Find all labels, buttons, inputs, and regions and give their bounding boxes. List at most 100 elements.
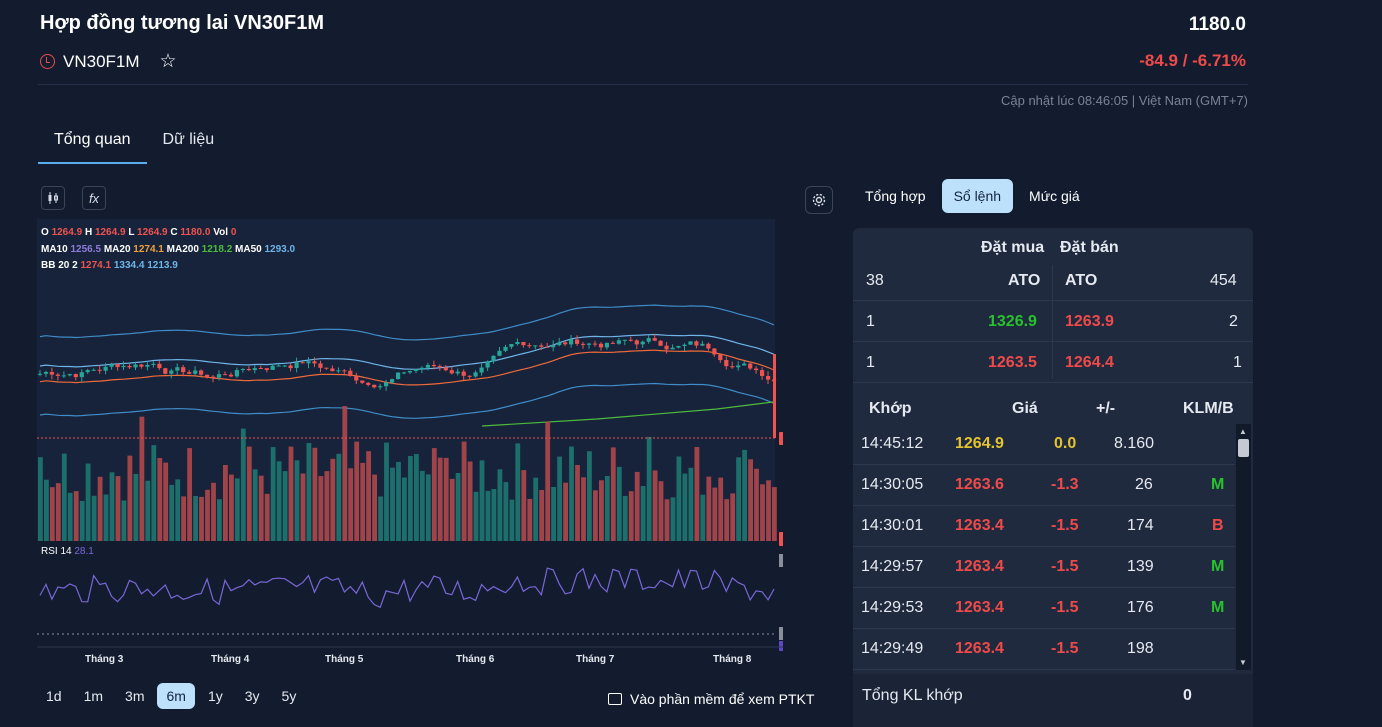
candle-body <box>622 339 627 341</box>
candle-body <box>276 365 281 367</box>
trade-time: 14:29:53 <box>861 599 924 616</box>
buy-price: 1326.9 <box>988 313 1037 330</box>
volume-bar <box>479 460 485 541</box>
legend-value: 1334.4 <box>114 260 147 271</box>
volume-bar <box>664 499 670 541</box>
volume-bar <box>103 494 109 541</box>
candle-body <box>497 350 502 356</box>
volume-bar <box>127 455 133 541</box>
chart-legend-line: O 1264.9 H 1264.9 L 1264.9 C 1180.0 Vol … <box>41 227 237 238</box>
volume-bar <box>449 478 455 541</box>
open-ptkt-link[interactable]: Vào phần mềm để xem PTKT <box>608 691 814 707</box>
candle-body <box>199 370 204 375</box>
volume-bar <box>575 465 580 541</box>
external-screen-icon <box>608 693 622 705</box>
trade-volume: 198 <box>1127 640 1154 657</box>
chart-legend-line: MA10 1256.5 MA20 1274.1 MA200 1218.2 MA5… <box>41 244 296 255</box>
x-tick-label: Tháng 4 <box>211 654 250 665</box>
price-chart[interactable]: 1400.001360.001320.001280.001240.001200.… <box>37 219 831 652</box>
tab-order-book[interactable]: Sổ lệnh <box>941 179 1014 213</box>
volume-bar <box>73 491 79 541</box>
star-icon[interactable]: ☆ <box>159 51 177 72</box>
trade-time: 14:29:49 <box>861 640 924 657</box>
candle-body <box>163 368 168 374</box>
range-1y[interactable]: 1y <box>207 688 223 704</box>
candle-body <box>551 345 556 348</box>
price-change: -84.9 / -6.71% <box>1139 51 1246 70</box>
book-divider <box>1052 265 1053 379</box>
scroll-up-icon[interactable]: ▲ <box>1239 427 1247 436</box>
candle-body <box>169 370 174 374</box>
candle-body <box>109 364 114 367</box>
range-1m[interactable]: 1m <box>83 688 104 704</box>
volume-bar <box>628 491 634 541</box>
candle-body <box>449 370 454 374</box>
candle-body <box>97 369 102 371</box>
candle-body <box>181 367 186 373</box>
volume-bar <box>49 487 55 541</box>
sell-price: 1264.4 <box>1065 354 1114 371</box>
scroll-down-icon[interactable]: ▼ <box>1239 658 1247 667</box>
trade-change: -1.5 <box>1051 558 1079 575</box>
volume-bar <box>402 477 407 541</box>
tab-summary[interactable]: Tổng hợp <box>865 188 926 204</box>
legend-key: C <box>170 227 180 238</box>
volume-bar <box>360 462 366 541</box>
volume-bar <box>366 451 371 541</box>
indicator-fx-button[interactable]: fx <box>82 186 106 210</box>
candle-body <box>264 368 269 370</box>
volume-bar <box>563 482 568 541</box>
range-selector: 1d 1m 3m 6m 1y 3y 5y <box>37 683 305 709</box>
volume-bar <box>121 500 127 541</box>
candle-body <box>79 372 84 378</box>
candle-body <box>228 374 234 377</box>
candle-body <box>646 338 651 342</box>
ma50-line <box>39 333 775 370</box>
volume-bar <box>467 461 473 541</box>
scroll-thumb[interactable] <box>1238 439 1249 457</box>
trade-price: 1263.4 <box>955 517 1004 534</box>
gear-icon[interactable] <box>805 186 833 214</box>
trade-row: 14:45:12 1264.9 0.0 8.160 <box>853 424 1235 465</box>
candle-body <box>187 372 192 374</box>
total-volume-row: Tổng KL khớp 0 <box>853 674 1253 727</box>
candle-body <box>49 372 54 375</box>
trade-time: 14:29:57 <box>861 558 924 575</box>
ma20-line <box>39 349 775 386</box>
volume-bar <box>276 461 282 541</box>
volume-bar <box>205 489 210 541</box>
trade-change: -1.3 <box>1051 476 1079 493</box>
candle-body <box>688 341 693 345</box>
candle-body <box>479 367 484 373</box>
range-6m[interactable]: 6m <box>157 683 195 709</box>
legend-value: 1180.0 <box>180 227 213 238</box>
tab-overview[interactable]: Tổng quan <box>38 120 147 164</box>
volume-bar <box>706 476 712 541</box>
volume-bar <box>61 453 67 541</box>
range-1d[interactable]: 1d <box>46 688 62 704</box>
range-5y[interactable]: 5y <box>281 688 297 704</box>
candle-body <box>628 339 633 341</box>
trade-row: 14:29:57 1263.4 -1.5 139 M <box>853 547 1235 588</box>
row-divider <box>853 300 1253 301</box>
range-3m[interactable]: 3m <box>125 688 145 704</box>
volume-bar <box>700 494 706 541</box>
range-3y[interactable]: 3y <box>244 688 260 704</box>
volume-bar <box>354 441 360 541</box>
buy-header: Đặt mua <box>981 239 1045 256</box>
volume-bar <box>646 436 652 541</box>
candle-body <box>222 374 228 376</box>
legend-value: 1218.2 <box>202 244 235 255</box>
volume-bar <box>264 493 270 541</box>
bollinger-upper-line <box>39 304 775 341</box>
tab-price-levels[interactable]: Mức giá <box>1029 188 1080 204</box>
candlestick-icon[interactable] <box>41 186 65 210</box>
trade-time: 14:30:05 <box>861 476 924 493</box>
candle-body <box>598 343 604 348</box>
volume-bar <box>229 474 234 541</box>
candle-body <box>378 386 383 388</box>
tab-data[interactable]: Dữ liệu <box>162 131 215 148</box>
volume-bar <box>461 441 467 541</box>
trade-time: 14:30:01 <box>861 517 924 534</box>
trades-scrollbar[interactable]: ▲ ▼ <box>1236 424 1251 670</box>
